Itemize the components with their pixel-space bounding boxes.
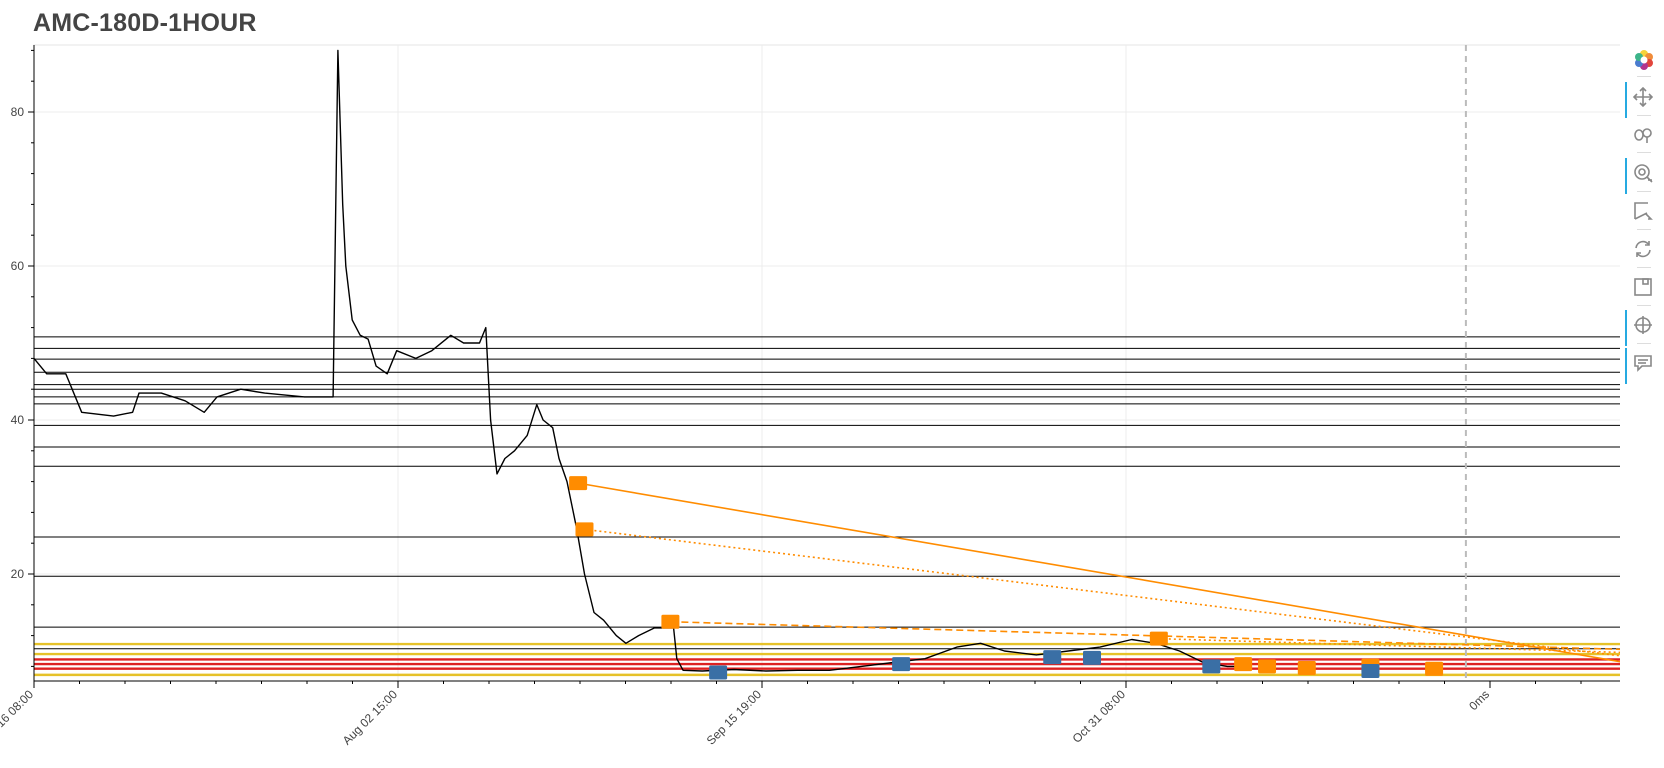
signal-marker [1234,657,1253,672]
y-tick-label: 20 [11,567,25,581]
x-tick-label: Oct 31 08:00 [1070,687,1129,746]
toolbar [1625,42,1660,402]
chart-title: AMC-180D-1HOUR [33,9,257,37]
wheel-zoom-icon[interactable] [1625,156,1660,194]
signal-marker [1202,659,1221,674]
trend-line [577,482,1620,663]
hover-icon[interactable] [1625,346,1660,384]
trend-line [670,620,1620,651]
signal-marker [1043,650,1062,665]
price-chart: 20 40 60 80 Jun 16 08:00 Aug 02 15:00 Sep 15 1… [0,44,1620,748]
signal-marker [1149,631,1168,646]
signal-marker [575,522,594,537]
save-icon[interactable] [1626,270,1660,304]
y-tick-label: 40 [11,413,25,427]
signal-marker [569,476,588,491]
signal-marker [1083,650,1102,665]
pan-icon[interactable] [1625,80,1660,118]
crosshair-icon[interactable] [1625,308,1660,346]
signal-marker [1297,660,1316,675]
price-line [33,49,1244,672]
signal-marker [1361,664,1380,679]
plot-area [33,44,1620,682]
x-tick-label: Jun 16 08:00 [0,687,36,746]
signal-marker [661,614,680,629]
y-tick-label: 60 [11,259,25,273]
reset-icon[interactable] [1626,232,1660,266]
bokeh-logo-icon[interactable] [1626,42,1660,76]
y-tick-label: 80 [11,105,25,119]
box-zoom-icon[interactable] [1626,118,1660,152]
signal-marker [709,665,728,680]
x-tick-label: 0ms [1466,687,1492,713]
select-icon[interactable] [1626,194,1660,228]
signal-marker [892,657,911,672]
x-tick-label: Sep 15 19:00 [704,687,765,748]
x-tick-label: Aug 02 15:00 [340,687,401,748]
signal-marker [1425,661,1444,676]
signal-marker [1258,659,1277,674]
